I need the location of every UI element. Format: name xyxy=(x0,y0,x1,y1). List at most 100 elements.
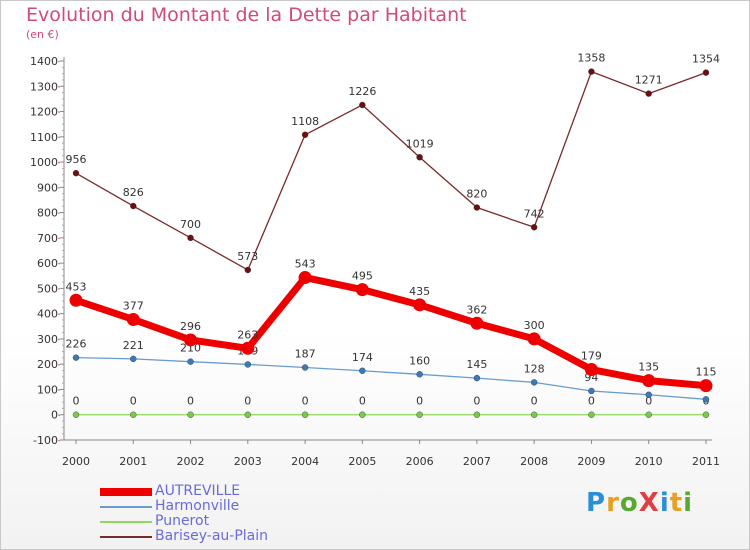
legend-item-autreville: AUTREVILLE xyxy=(100,483,360,499)
data-point xyxy=(645,411,652,418)
y-dot-marker xyxy=(58,237,60,240)
y-dot-marker xyxy=(58,439,60,442)
legend-label-autreville: AUTREVILLE xyxy=(155,483,241,499)
y-tick-label: -100 xyxy=(33,434,58,447)
y-tick-label: 1000 xyxy=(30,156,58,169)
data-point xyxy=(530,411,538,418)
data-label: 1108 xyxy=(291,115,319,128)
legend-item-barisey: Barisey-au-Plain xyxy=(100,528,360,544)
data-point xyxy=(244,411,252,418)
data-point xyxy=(413,298,427,312)
data-label: 0 xyxy=(244,395,251,408)
data-label: 1019 xyxy=(406,137,434,150)
data-label: 0 xyxy=(531,395,538,408)
legend-swatch-punerot xyxy=(100,521,152,523)
x-tick-label: 2004 xyxy=(291,455,319,468)
y-dot-marker xyxy=(58,363,60,366)
data-label: 362 xyxy=(466,303,487,316)
logo-letter: o xyxy=(619,488,639,518)
data-label: 160 xyxy=(409,354,430,367)
legend: AUTREVILLE Harmonville Punerot Barisey-a… xyxy=(100,483,360,544)
logo-letter: i xyxy=(659,488,670,518)
data-point xyxy=(187,358,194,365)
chart-title: Evolution du Montant de la Dette par Hab… xyxy=(26,4,467,26)
data-point xyxy=(699,379,713,393)
data-point xyxy=(470,316,484,330)
data-point xyxy=(473,411,481,418)
data-label: 296 xyxy=(180,320,201,333)
data-point xyxy=(473,374,481,382)
data-label: 174 xyxy=(352,351,373,364)
logo-letter: P xyxy=(586,488,607,518)
data-point xyxy=(241,341,255,355)
x-tick-label: 2003 xyxy=(234,455,262,468)
logo-letter: r xyxy=(606,488,620,518)
legend-item-punerot: Punerot xyxy=(100,513,360,529)
data-label: 115 xyxy=(695,366,716,379)
data-label: 263 xyxy=(237,328,258,341)
data-point xyxy=(588,411,595,418)
data-label: 1271 xyxy=(635,74,663,87)
data-label: 820 xyxy=(466,188,487,201)
data-label: 1358 xyxy=(577,52,605,65)
data-point xyxy=(584,363,598,377)
data-label: 187 xyxy=(295,347,316,360)
data-label: 826 xyxy=(123,186,144,199)
data-label: 956 xyxy=(66,153,87,166)
data-label: 179 xyxy=(581,350,602,363)
x-tick-label: 2010 xyxy=(635,455,663,468)
series-line xyxy=(75,356,707,400)
logo-letter: t xyxy=(669,488,684,518)
data-point xyxy=(130,202,137,210)
data-point xyxy=(416,154,423,161)
x-tick-label: 2005 xyxy=(348,455,376,468)
data-point xyxy=(530,379,538,386)
data-point xyxy=(642,374,656,388)
data-label: 742 xyxy=(524,207,545,220)
data-point xyxy=(298,271,312,285)
y-tick-label: 900 xyxy=(37,181,58,194)
legend-label-harmonville: Harmonville xyxy=(155,498,240,514)
data-label: 0 xyxy=(416,395,423,408)
data-point xyxy=(130,355,137,363)
y-tick-label: 500 xyxy=(37,282,58,295)
data-point xyxy=(359,411,366,418)
x-tick-label: 2009 xyxy=(577,455,605,468)
y-dot-marker xyxy=(58,389,60,391)
x-tick-label: 2007 xyxy=(463,455,491,468)
data-point xyxy=(301,131,309,138)
data-point xyxy=(72,354,80,361)
y-tick-label: 100 xyxy=(37,383,58,396)
data-point xyxy=(301,364,309,371)
y-tick-label: 200 xyxy=(37,358,58,371)
data-point xyxy=(69,293,83,307)
y-tick-label: 800 xyxy=(37,207,58,220)
legend-label-barisey: Barisey-au-Plain xyxy=(155,528,269,544)
proxiti-logo: ProXiti xyxy=(586,488,693,518)
data-point xyxy=(588,68,595,75)
data-label: 221 xyxy=(123,339,144,352)
y-tick-label: 400 xyxy=(37,308,58,321)
y-dot-marker xyxy=(58,161,60,164)
y-dot-marker xyxy=(58,212,60,214)
y-tick-label: 1100 xyxy=(30,131,58,144)
data-label: 0 xyxy=(302,395,309,408)
data-label: 1354 xyxy=(692,53,720,66)
data-label: 210 xyxy=(180,342,201,355)
y-tick-label: 600 xyxy=(37,257,58,270)
logo-letter: X xyxy=(638,488,660,518)
series-line xyxy=(72,274,710,390)
data-point xyxy=(530,224,538,231)
data-label: 0 xyxy=(588,395,595,408)
data-label: 135 xyxy=(638,361,659,374)
y-dot-marker xyxy=(58,338,60,341)
data-point xyxy=(527,332,541,346)
x-tick-label: 2002 xyxy=(177,455,205,468)
data-label: 1226 xyxy=(348,85,376,98)
x-tick-label: 2011 xyxy=(692,455,720,468)
data-point xyxy=(301,411,309,418)
data-label: 128 xyxy=(524,362,545,375)
y-dot-marker xyxy=(58,313,60,315)
data-label: 226 xyxy=(66,338,87,351)
